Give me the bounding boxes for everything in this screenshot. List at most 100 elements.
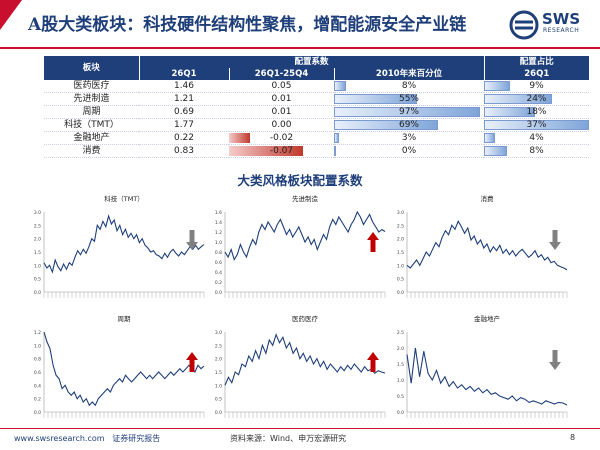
series-line bbox=[43, 331, 205, 407]
y-tick-label: 0.0 bbox=[215, 290, 222, 296]
chart-title: 金融地产 bbox=[474, 314, 501, 323]
y-tick-label: 2.5 bbox=[397, 223, 404, 229]
table-group-header-row: 板块 配置系数 配置占比 bbox=[44, 56, 589, 80]
header-coef: 26Q1 bbox=[138, 68, 229, 80]
share-value: 18% bbox=[526, 107, 547, 117]
y-tick-label: 0.2 bbox=[34, 397, 41, 403]
share-value: 4% bbox=[529, 133, 544, 143]
percentile-value: 55% bbox=[398, 94, 419, 104]
y-tick-label: 3.0 bbox=[215, 330, 222, 336]
percentile-cell: 55% bbox=[334, 92, 484, 106]
y-tick-label: 0.0 bbox=[215, 410, 222, 416]
sector-cell: 科技（TMT） bbox=[44, 118, 139, 132]
y-tick-label: 3.0 bbox=[34, 210, 41, 216]
series-line bbox=[43, 214, 205, 274]
y-tick-label: 0.8 bbox=[34, 357, 41, 363]
percentile-cell: 97% bbox=[334, 105, 484, 119]
y-tick-label: 0.6 bbox=[34, 370, 41, 376]
percentile-value: 3% bbox=[401, 133, 417, 143]
y-tick-label: 2.5 bbox=[34, 223, 41, 229]
trend-down-arrow-icon bbox=[186, 230, 198, 250]
y-tick-label: 2.0 bbox=[397, 237, 404, 243]
change-cell: -0.07 bbox=[229, 144, 334, 158]
mini-chart: 科技（TMT） 0.0 0.5 1.0 1.5 2.0 2.5 3.0 bbox=[34, 194, 205, 298]
share-bar bbox=[484, 146, 507, 156]
header-sector: 板块 bbox=[44, 56, 139, 80]
percentile-value: 8% bbox=[401, 81, 417, 91]
percentile-cell: 0% bbox=[334, 144, 484, 158]
y-tick-label: 1.5 bbox=[215, 370, 222, 376]
percentile-cell: 3% bbox=[334, 131, 484, 145]
table-row: 科技（TMT） 1.77 0.00 69% 37% bbox=[44, 118, 589, 132]
y-tick-label: 1.5 bbox=[397, 250, 404, 256]
mini-chart: 医药医疗 0.0 0.5 1.0 1.5 2.0 2.5 3.0 bbox=[215, 314, 386, 418]
y-tick-label: 0.5 bbox=[397, 394, 404, 400]
y-tick-label: 1.5 bbox=[397, 362, 404, 368]
percentile-value: 0% bbox=[401, 146, 417, 156]
sector-cell: 金融地产 bbox=[44, 131, 139, 145]
chart-title: 先进制造 bbox=[292, 194, 319, 203]
chart-title: 医药医疗 bbox=[292, 314, 319, 323]
y-tick-label: 1.5 bbox=[34, 250, 41, 256]
coef-cell: 1.77 bbox=[139, 118, 229, 132]
data-source: 资料来源：Wind、申万宏源研究 bbox=[230, 434, 347, 443]
change-cell: -0.02 bbox=[229, 131, 334, 145]
table-row: 医药医疗 1.46 0.05 8% 9% bbox=[44, 80, 589, 93]
share-bar bbox=[484, 133, 496, 143]
y-tick-label: 1.0 bbox=[215, 383, 222, 389]
percentile-value: 97% bbox=[398, 107, 419, 117]
y-tick-label: 2.0 bbox=[397, 346, 404, 352]
page-number: 8 bbox=[570, 433, 576, 442]
header-share: 26Q1 bbox=[483, 68, 589, 80]
change-value: 0.01 bbox=[271, 107, 292, 117]
logo-stripes-icon bbox=[515, 20, 533, 30]
share-value: 9% bbox=[529, 81, 544, 91]
y-tick-label: 2.5 bbox=[397, 330, 404, 336]
website-link[interactable]: www.swsresearch.com bbox=[14, 434, 105, 443]
sector-cell: 消费 bbox=[44, 144, 139, 158]
share-bar bbox=[484, 107, 536, 117]
logo-text: SWS bbox=[542, 10, 581, 28]
y-tick-label: 0.6 bbox=[215, 260, 222, 266]
title-accent bbox=[0, 0, 22, 30]
mini-chart: 周期 0.0 0.2 0.4 0.6 0.8 1.0 1.2 bbox=[34, 315, 205, 418]
trend-down-arrow-icon bbox=[549, 350, 561, 370]
percentile-bar bbox=[334, 146, 336, 156]
change-value: 0.05 bbox=[271, 81, 292, 91]
footer-label: 证券研究报告 bbox=[112, 434, 161, 443]
percentile-cell: 69% bbox=[334, 118, 484, 132]
sector-cell: 医药医疗 bbox=[44, 80, 139, 93]
y-tick-label: 1.0 bbox=[215, 240, 222, 246]
y-tick-label: 1.2 bbox=[215, 230, 222, 236]
sws-logo bbox=[509, 10, 539, 40]
footer-website[interactable]: www.swsresearch.com 证券研究报告 bbox=[14, 433, 160, 444]
table-header-row: 26Q1 26Q1-25Q4 2010年来百分位 26Q1 bbox=[44, 68, 589, 80]
y-tick-label: 0.0 bbox=[397, 290, 404, 296]
change-bar bbox=[229, 146, 303, 156]
sector-cell: 先进制造 bbox=[44, 92, 139, 106]
series-line bbox=[406, 220, 568, 271]
y-tick-label: 1.2 bbox=[34, 330, 41, 336]
trend-up-arrow-icon bbox=[367, 352, 379, 372]
allocation-table: 板块 配置系数 配置占比 26Q1 26Q1-25Q4 2010年来百分位 26… bbox=[44, 56, 589, 158]
logo-ring-icon bbox=[509, 10, 539, 40]
share-cell: 9% bbox=[484, 80, 589, 93]
y-tick-label: 1.0 bbox=[34, 263, 41, 269]
percentile-value: 69% bbox=[398, 120, 419, 130]
series-line bbox=[224, 210, 386, 261]
share-cell: 18% bbox=[484, 105, 589, 119]
share-cell: 8% bbox=[484, 144, 589, 158]
y-tick-label: 0.0 bbox=[34, 290, 41, 296]
y-tick-label: 0.5 bbox=[397, 277, 404, 283]
change-cell: 0.00 bbox=[229, 118, 334, 132]
y-tick-label: 1.4 bbox=[215, 220, 222, 226]
mini-chart: 消费 0.0 0.5 1.0 1.5 2.0 2.5 3.0 bbox=[397, 194, 568, 298]
y-tick-label: 3.0 bbox=[397, 210, 404, 216]
group-header-share: 配置占比 bbox=[483, 56, 589, 68]
change-cell: 0.05 bbox=[229, 80, 334, 93]
y-tick-label: 0.0 bbox=[34, 410, 41, 416]
trend-up-arrow-icon bbox=[186, 352, 198, 372]
share-value: 37% bbox=[526, 120, 547, 130]
change-cell: 0.01 bbox=[229, 105, 334, 119]
change-value: 0.01 bbox=[271, 94, 292, 104]
